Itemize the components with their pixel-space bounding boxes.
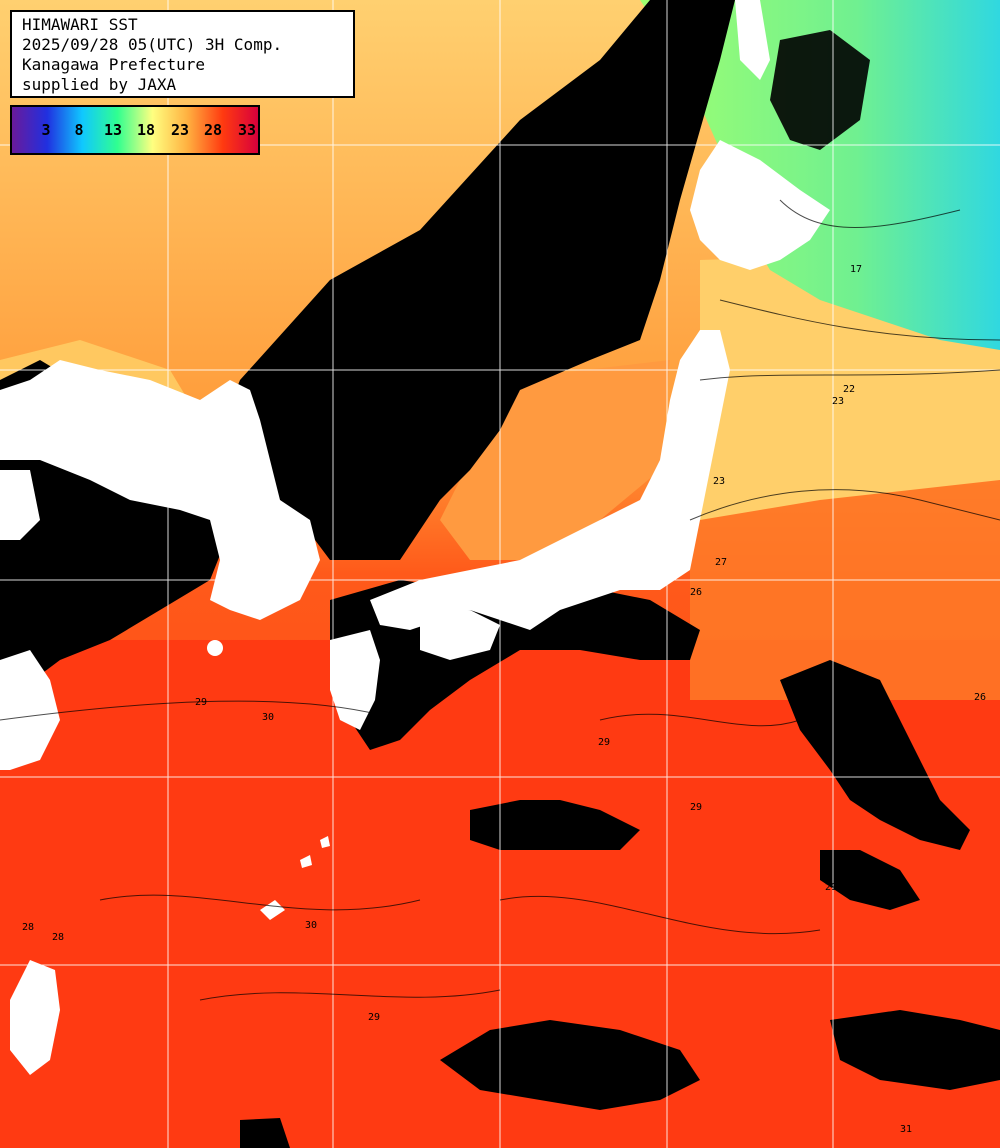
contour-label: 17	[850, 264, 862, 275]
contour-label: 29	[195, 697, 207, 708]
land-kyushu	[330, 630, 380, 730]
cloud-patch-bottom	[240, 1118, 290, 1148]
land-ryukyu	[260, 836, 330, 920]
contour-label: 29	[825, 882, 837, 893]
contour-label: 30	[305, 920, 317, 931]
cloud-patch-south	[440, 1020, 700, 1110]
map-region: Kanagawa Prefecture	[22, 55, 206, 74]
contour-lines	[0, 199, 1000, 1001]
land-hokkaido	[690, 140, 830, 270]
legend-tick-3: 3	[41, 121, 51, 139]
legend-tick-23: 23	[170, 121, 190, 139]
sea-cold-area	[640, 0, 1000, 350]
contour-label: 22	[843, 384, 855, 395]
map-title: HIMAWARI SST	[22, 15, 138, 34]
land-west-north	[0, 470, 40, 540]
legend-tick-28: 28	[203, 121, 223, 139]
land-korea-china	[0, 360, 320, 620]
legend-tick-33: 33	[237, 121, 257, 139]
contour-label: 26	[974, 692, 986, 703]
contour-label: 23	[832, 396, 844, 407]
sea-orange-band	[690, 470, 1000, 700]
contour-label: 28	[52, 932, 64, 943]
legend-labels: 3 8 13 18 23 28 33	[12, 107, 258, 153]
land-shikoku	[420, 610, 500, 660]
contour-label: 26	[690, 587, 702, 598]
contour-label: 30	[262, 712, 274, 723]
cloud-patch-central	[470, 800, 640, 850]
cloud-patch-north-east	[770, 30, 870, 150]
contour-label: 27	[715, 557, 727, 568]
land-jeju	[207, 640, 223, 656]
map-datetime: 2025/09/28 05(UTC) 3H Comp.	[22, 35, 283, 54]
cloud-patch-east	[780, 660, 970, 850]
cloud-patch-far-southeast	[830, 1010, 1000, 1090]
contour-label: 23	[713, 476, 725, 487]
contour-label: 29	[368, 1012, 380, 1023]
legend-tick-8: 8	[74, 121, 84, 139]
legend-tick-18: 18	[136, 121, 156, 139]
land-honshu	[370, 330, 730, 630]
contour-label: 29	[598, 737, 610, 748]
land-sakhalin	[735, 0, 770, 80]
info-box: HIMAWARI SST 2025/09/28 05(UTC) 3H Comp.…	[10, 10, 355, 98]
land-taiwan	[10, 960, 60, 1075]
temperature-legend: 3 8 13 18 23 28 33	[10, 105, 260, 155]
contour-label: 28	[22, 922, 34, 933]
contour-label: 29	[690, 802, 702, 813]
cloud-patch-southeast	[820, 850, 920, 910]
contour-label: 31	[900, 1124, 912, 1135]
land-china-coast	[0, 650, 60, 770]
map-credit: supplied by JAXA	[22, 75, 177, 94]
legend-tick-13: 13	[103, 121, 123, 139]
cloud-mass-north	[220, 0, 735, 560]
